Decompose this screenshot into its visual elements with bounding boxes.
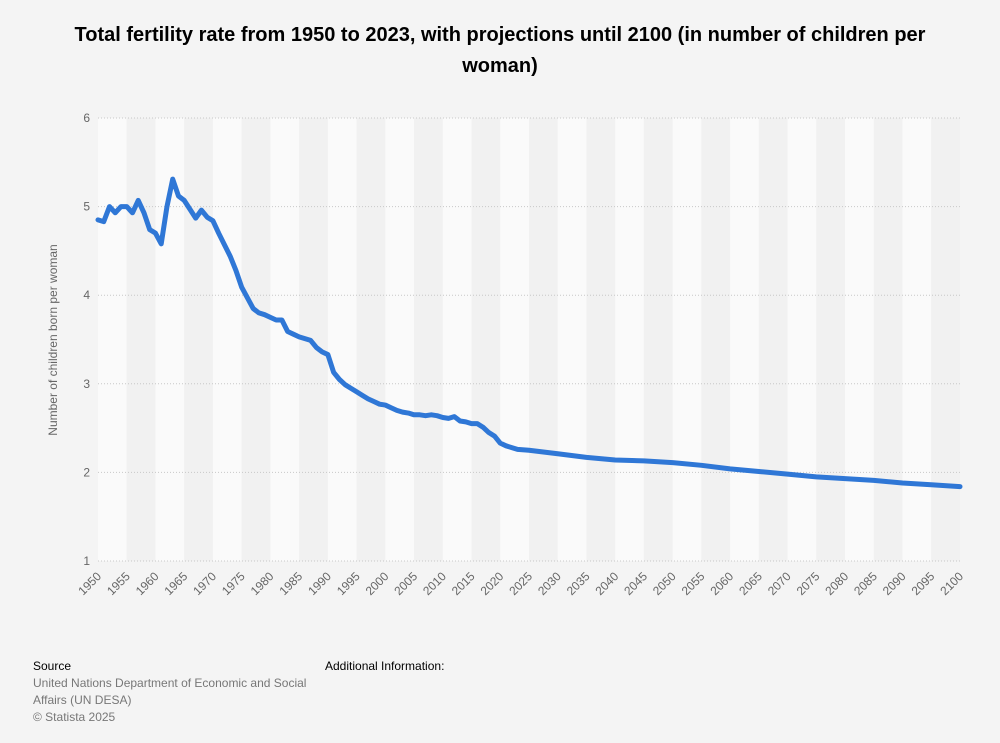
x-axis-ticks: 1950 1955 1960 1965 1970 1975 1980 1985 1990 1995… [75, 569, 966, 598]
x-tick-label: 1985 [276, 569, 305, 598]
column-band [212, 118, 242, 561]
x-tick-label: 2100 [937, 569, 966, 598]
x-tick-label: 2055 [679, 569, 708, 598]
column-band [787, 118, 817, 561]
chart-title: Total fertility rate from 1950 to 2023, … [74, 24, 926, 77]
x-tick-label: 2010 [420, 569, 449, 598]
column-band [500, 118, 529, 561]
column-band [356, 118, 386, 561]
x-tick-label: 2045 [621, 569, 650, 598]
x-tick-label: 1955 [104, 569, 133, 598]
column-band [586, 118, 616, 561]
column-band [931, 118, 960, 561]
column-band [385, 118, 415, 561]
column-band [816, 118, 846, 561]
x-tick-label: 1995 [334, 569, 363, 598]
x-tick-label: 2025 [506, 569, 535, 598]
x-tick-label: 1965 [162, 569, 191, 598]
column-band [241, 118, 271, 561]
x-tick-label: 2050 [650, 569, 679, 598]
x-tick-label: 1970 [190, 569, 219, 598]
x-tick-label: 1960 [133, 569, 162, 598]
column-band [557, 118, 587, 561]
y-tick-label: 3 [83, 377, 90, 391]
column-band [845, 118, 874, 561]
x-tick-label: 2030 [535, 569, 564, 598]
x-tick-label: 2020 [478, 569, 507, 598]
column-band [730, 118, 759, 561]
source-block: Source United Nations Department of Econ… [33, 658, 318, 726]
x-tick-label: 1950 [75, 569, 104, 598]
column-band [615, 118, 644, 561]
y-tick-label: 2 [83, 465, 90, 479]
column-band [529, 118, 558, 561]
additional-info: Additional Information: [325, 659, 445, 673]
x-tick-label: 1980 [248, 569, 277, 598]
x-tick-label: 2060 [707, 569, 736, 598]
y-tick-label: 5 [83, 200, 90, 214]
x-tick-label: 2090 [880, 569, 909, 598]
y-tick-label: 4 [83, 288, 90, 302]
column-band [902, 118, 932, 561]
column-band [471, 118, 501, 561]
y-tick-label: 1 [83, 554, 90, 568]
column-band [414, 118, 443, 561]
x-tick-label: 2040 [593, 569, 622, 598]
y-axis-ticks: 1 2 3 4 5 6 [83, 111, 90, 568]
series-line [95, 176, 963, 490]
column-bands [98, 118, 960, 561]
x-tick-label: 2000 [363, 569, 392, 598]
x-tick-label: 2035 [564, 569, 593, 598]
y-axis-label: Number of children born per woman [46, 244, 60, 435]
column-band [701, 118, 731, 561]
column-band [270, 118, 300, 561]
column-band [643, 118, 673, 561]
y-tick-label: 6 [83, 111, 90, 125]
column-band [873, 118, 903, 561]
copyright: © Statista 2025 [33, 710, 116, 724]
x-tick-label: 2095 [909, 569, 938, 598]
series-group [95, 176, 963, 490]
column-band [126, 118, 156, 561]
column-band [672, 118, 702, 561]
source-line-1: United Nations Department of Economic an… [33, 676, 307, 690]
x-tick-label: 2065 [736, 569, 765, 598]
x-tick-label: 2070 [765, 569, 794, 598]
x-tick-label: 2080 [822, 569, 851, 598]
column-band [98, 118, 127, 561]
source-heading: Source [33, 659, 72, 673]
column-band [758, 118, 788, 561]
column-band [327, 118, 357, 561]
x-tick-label: 2085 [851, 569, 880, 598]
x-tick-label: 2015 [449, 569, 478, 598]
source-line-2: Affairs (UN DESA) [33, 693, 132, 707]
x-tick-label: 2075 [794, 569, 823, 598]
column-band [442, 118, 472, 561]
x-tick-label: 1975 [219, 569, 248, 598]
column-band [184, 118, 213, 561]
x-tick-label: 1990 [305, 569, 334, 598]
x-tick-label: 2005 [391, 569, 420, 598]
